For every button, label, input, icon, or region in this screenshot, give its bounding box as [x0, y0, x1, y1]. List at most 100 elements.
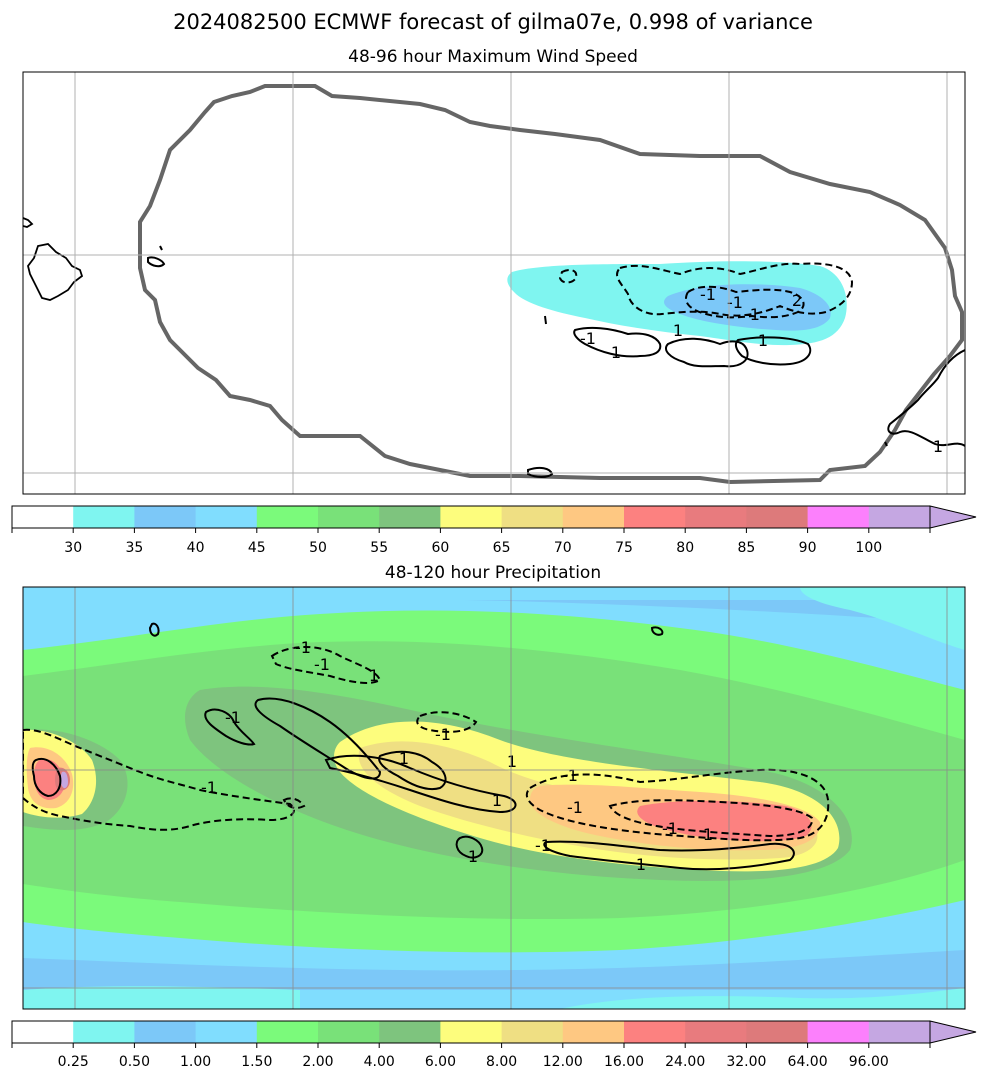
- colorbar-segment: [807, 1021, 870, 1043]
- precip-contour-label: 1: [468, 847, 478, 866]
- colorbar-segment: [562, 506, 625, 528]
- precip-contour-pos: [148, 622, 160, 637]
- colorbar-tick-label: 16.00: [604, 1054, 644, 1070]
- colorbar-tick-label: 70: [554, 540, 572, 556]
- colorbar-tick-label: 65: [493, 540, 511, 556]
- colorbar-segment: [807, 506, 870, 528]
- colorbar-tick-label: 0.50: [119, 1054, 150, 1070]
- wind-contour-pos-7: [527, 466, 554, 478]
- wind-contour-pos-9: [884, 441, 888, 447]
- colorbar-tick-label: 90: [799, 540, 817, 556]
- wind-contour-labels: 1 1 -1 -1 1 -1 2 -1 1: [580, 285, 943, 456]
- wind-fill-35kt: [664, 284, 831, 331]
- precip-contour-label: -1: [314, 655, 330, 674]
- domain-boundary: [138, 84, 964, 485]
- wind-contour-pos-4: [147, 256, 166, 268]
- precip-fill-0.50-bottom-right: [560, 988, 965, 1009]
- colorbar-segment: [868, 506, 931, 528]
- wind-contour-label: -1: [744, 305, 760, 324]
- wind-panel-title: 48-96 hour Maximum Wind Speed: [348, 47, 638, 67]
- precip-contour-label: -1: [225, 708, 241, 727]
- colorbar-segment: [256, 1021, 319, 1043]
- colorbar-segment: [562, 1021, 625, 1043]
- wind-contour-neg-1: [616, 262, 854, 317]
- colorbar-tick-label: 60: [431, 540, 449, 556]
- precip-contour-neg: [282, 797, 306, 809]
- colorbar-segment: [501, 1021, 564, 1043]
- precip-contour-pos: [650, 626, 664, 636]
- colorbar-segment: [12, 1021, 74, 1043]
- wind-map-frame: [22, 71, 966, 495]
- precip-contour-label: -1: [662, 819, 678, 838]
- colorbar-tick-label: 85: [737, 540, 755, 556]
- colorbar-tick-label: 64.00: [788, 1054, 828, 1070]
- colorbar-segment: [685, 506, 747, 528]
- colorbar-tick-label: 6.00: [425, 1054, 456, 1070]
- colorbar-tick-label: 24.00: [665, 1054, 705, 1070]
- precip-contour-pos: [324, 754, 517, 814]
- wind-contour-label: 1: [611, 343, 621, 362]
- precip-contour-label: -1: [435, 725, 451, 744]
- precip-contour-label: -1: [562, 766, 578, 785]
- colorbar-segment: [256, 506, 319, 528]
- precip-contour-neg: [416, 711, 478, 733]
- colorbar-tick-label: 30: [64, 540, 82, 556]
- wind-contour-label: 2: [792, 291, 802, 310]
- precip-contour-label: 1: [492, 791, 502, 810]
- precip-map: -1 -1 1 -1 -1 1 -1 1 1 -1 -1 1 -1 1 -1 1: [22, 586, 966, 1010]
- colorbar-segment: [318, 1021, 380, 1043]
- colorbar-tick-label: 4.00: [364, 1054, 395, 1070]
- colorbar-segment: [746, 1021, 809, 1043]
- colorbar-segment: [746, 506, 809, 528]
- colorbar-tick-label: 96.00: [849, 1054, 889, 1070]
- colorbar-outline: [11, 505, 930, 529]
- precip-contour-label: 1: [399, 749, 409, 768]
- colorbar-segment: [195, 1021, 258, 1043]
- precip-dashed-contours: [23, 646, 830, 842]
- colorbar-segment: [624, 1021, 686, 1043]
- colorbar-tick-label: 35: [125, 540, 143, 556]
- colorbar-tick-label: 40: [187, 540, 205, 556]
- wind-colorbar: 30 35 40 45 50 55 60 65 70 75 80 85 90 100: [11, 505, 977, 556]
- colorbar-segment: [134, 506, 197, 528]
- colorbar-extend-arrow: [929, 1020, 977, 1044]
- precip-gridlines: [23, 587, 965, 1009]
- colorbar-outline: [11, 1020, 930, 1044]
- precip-contour-neg: [23, 728, 295, 831]
- colorbar-segment: [685, 1021, 747, 1043]
- colorbar-tick-label: 50: [309, 540, 327, 556]
- colorbar-tick-label: 12.00: [543, 1054, 583, 1070]
- colorbar-segment: [12, 506, 74, 528]
- wind-contour-label: -1: [727, 293, 743, 312]
- colorbar-tick-label: 75: [615, 540, 633, 556]
- precip-map-frame: [22, 586, 966, 1010]
- precip-contour-label: -1: [567, 798, 583, 817]
- colorbar-segment: [73, 1021, 135, 1043]
- precip-fill-0.50: [800, 587, 965, 650]
- colorbar-tick-label: 1.00: [180, 1054, 211, 1070]
- wind-contour-label: -1: [580, 329, 596, 348]
- precip-contour-label: -1: [201, 778, 217, 797]
- precip-fill-0.50-bottom: [23, 986, 300, 1009]
- colorbar-tick-label: 2.00: [302, 1054, 333, 1070]
- colorbar-tick-label: 80: [676, 540, 694, 556]
- colorbar-tick-label: 8.00: [486, 1054, 517, 1070]
- precip-contour-label: -1: [295, 638, 311, 657]
- precip-panel-title: 48-120 hour Precipitation: [385, 563, 601, 583]
- colorbar-segment: [440, 1021, 503, 1043]
- colorbar-segment: [134, 1021, 197, 1043]
- wind-contour-pos-8: [159, 245, 163, 251]
- colorbar-segment: [195, 506, 258, 528]
- precip-fill-24.00: [637, 800, 812, 842]
- land-big-island: [27, 243, 84, 301]
- precip-contour-pos: [455, 835, 484, 859]
- colorbar-tick-label: 100: [855, 540, 882, 556]
- colorbar-tick-label: 1.50: [241, 1054, 272, 1070]
- colorbar-segment: [379, 1021, 441, 1043]
- precip-contour-labels: -1 -1 1 -1 -1 1 -1 1 1 -1 -1 1 -1 1 -1 1: [201, 638, 713, 874]
- colorbar-segment: [379, 506, 441, 528]
- wind-contour-neg-3: [558, 269, 578, 284]
- colorbar-segment: [501, 506, 564, 528]
- precip-contour-label: 1: [703, 825, 713, 844]
